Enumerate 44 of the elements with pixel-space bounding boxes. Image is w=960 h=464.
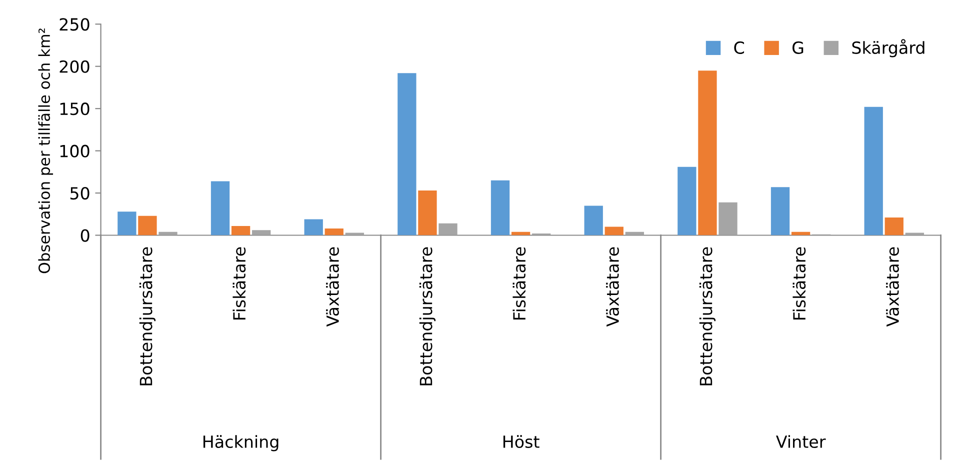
x-tick-label: Fiskätare (512, 247, 526, 320)
text: Häckning (203, 435, 278, 452)
bar (884, 218, 904, 236)
bar (210, 181, 230, 236)
bar (698, 70, 717, 236)
legend-label: G (792, 41, 804, 54)
x-tick-label: Bottendjursätare (139, 247, 156, 386)
y-tick-label: 150 (60, 102, 90, 116)
bar (490, 180, 510, 236)
bar (678, 166, 696, 236)
bar (905, 232, 924, 236)
bar (324, 228, 344, 236)
bar (158, 232, 178, 236)
legend-label: C (734, 41, 744, 54)
y-tick-label: 200 (60, 60, 90, 73)
bar (118, 212, 136, 236)
y-axis-title: Observation per tillfälle och km² (38, 28, 54, 274)
bar (438, 223, 458, 236)
y-tick-label: 250 (60, 18, 90, 31)
bar (304, 219, 323, 236)
bar (584, 206, 603, 236)
bar (718, 202, 738, 236)
x-tick-label: Växtätare (326, 247, 339, 327)
y-tick-label: 50 (70, 186, 90, 200)
bar (604, 226, 624, 236)
legend-label: Skärgård (852, 39, 924, 58)
x-tick-label: Växtätare (606, 247, 619, 327)
text: Vinter (776, 435, 826, 448)
x-tick-label: Växtätare (886, 247, 899, 327)
bar (252, 230, 271, 236)
bar (138, 216, 157, 236)
y-tick-label: 0 (80, 229, 90, 242)
bar (864, 106, 883, 236)
x-tick-label: Fiskätare (792, 247, 806, 320)
bar (345, 232, 364, 236)
bar (418, 190, 437, 236)
x-tick-label: Fiskätare (232, 247, 246, 320)
bar (770, 187, 790, 236)
x-tick-label: Bottendjursätare (419, 247, 436, 386)
y-tick-label: 100 (60, 144, 90, 158)
text: Höst (503, 435, 540, 448)
bar (231, 226, 250, 236)
x-tick-label: Bottendjursätare (699, 247, 716, 386)
bar (398, 73, 416, 236)
